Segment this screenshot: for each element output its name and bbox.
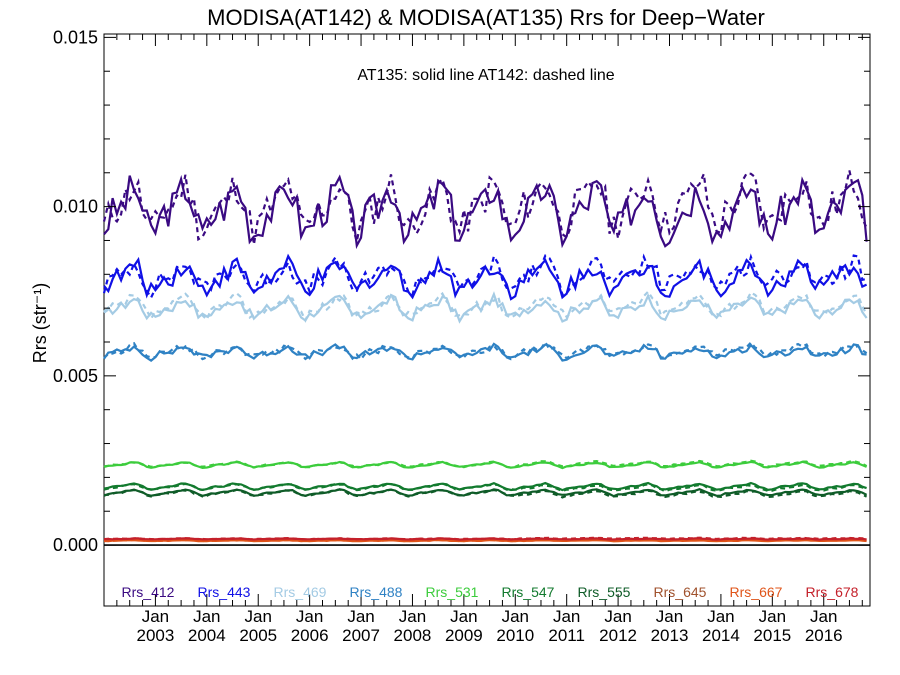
x-tick-year: 2009 <box>445 626 483 645</box>
x-tick-month: Jan <box>142 607 169 626</box>
x-tick-year: 2006 <box>291 626 329 645</box>
series-line-rrs-488-at142 <box>103 339 868 362</box>
x-tick-year: 2011 <box>548 626 585 645</box>
x-tick-year: 2014 <box>702 626 740 645</box>
legend-entry-rrs-645: Rrs_645 <box>654 584 707 600</box>
x-tick-month: Jan <box>810 607 837 626</box>
series-line-rrs-412-at142 <box>102 169 868 245</box>
x-tick-month: Jan <box>193 607 220 626</box>
legend: Rrs_412 Rrs_443 Rrs_469 Rrs_488 Rrs_531 Rrs_5… <box>122 584 859 600</box>
x-tick-year: 2016 <box>805 626 843 645</box>
series-line-rrs-547-at142 <box>103 482 868 493</box>
x-tick-year: 2003 <box>136 626 174 645</box>
x-tick-month: Jan <box>553 607 580 626</box>
y-tick-label: 0.010 <box>53 197 98 217</box>
series-line-rrs-667-at142 <box>103 538 867 543</box>
legend-entry-rrs-547: Rrs_547 <box>502 584 555 600</box>
legend-entry-rrs-412: Rrs_412 <box>122 584 175 600</box>
y-axis-label: Rrs (str⁻¹) <box>30 283 50 363</box>
series-group <box>102 169 868 543</box>
series-line-rrs-555-at135 <box>103 488 868 498</box>
x-tick-month: Jan <box>656 607 683 626</box>
x-tick-month: Jan <box>399 607 426 626</box>
series-line-rrs-469-at135 <box>103 291 868 324</box>
x-tick-year: 2013 <box>651 626 689 645</box>
legend-entry-rrs-667: Rrs_667 <box>730 584 783 600</box>
x-tick-month: Jan <box>296 607 323 626</box>
chart-annotation: AT135: solid line AT142: dashed line <box>357 67 614 84</box>
series-line-rrs-469-at142 <box>103 289 868 323</box>
y-tick-label: 0.015 <box>53 27 98 47</box>
x-tick-year: 2004 <box>188 626 226 645</box>
x-tick-year: 2010 <box>496 626 534 645</box>
legend-entry-rrs-469: Rrs_469 <box>274 584 327 600</box>
x-tick-year: 2008 <box>394 626 432 645</box>
plot-frame <box>103 33 871 607</box>
series-line-rrs-443-at142 <box>102 253 867 300</box>
x-tick-year: 2007 <box>342 626 380 645</box>
x-tick-month: Jan <box>502 607 529 626</box>
legend-entry-rrs-531: Rrs_531 <box>426 584 479 600</box>
legend-entry-rrs-678: Rrs_678 <box>806 584 859 600</box>
x-axis: Jan2003Jan2004Jan2005Jan2006Jan2007Jan20… <box>116 34 863 645</box>
x-tick-month: Jan <box>450 607 477 626</box>
x-tick-month: Jan <box>245 607 272 626</box>
series-line-rrs-547-at135 <box>103 481 867 492</box>
chart-title: MODISA(AT142) & MODISA(AT135) Rrs for De… <box>207 5 765 30</box>
series-line-rrs-531-at142 <box>103 459 868 469</box>
series-line-rrs-555-at142 <box>103 488 868 499</box>
x-tick-month: Jan <box>347 607 374 626</box>
x-tick-year: 2012 <box>599 626 637 645</box>
y-tick-label: 0.000 <box>53 535 98 555</box>
x-tick-month: Jan <box>604 607 631 626</box>
legend-entry-rrs-555: Rrs_555 <box>578 584 631 600</box>
series-line-rrs-678-at142 <box>103 536 867 541</box>
x-tick-month: Jan <box>707 607 734 626</box>
x-tick-year: 2015 <box>753 626 791 645</box>
y-tick-label: 0.005 <box>53 366 98 386</box>
x-tick-month: Jan <box>759 607 786 626</box>
x-tick-year: 2005 <box>239 626 277 645</box>
legend-entry-rrs-443: Rrs_443 <box>198 584 251 600</box>
legend-entry-rrs-488: Rrs_488 <box>350 584 403 600</box>
series-line-rrs-488-at135 <box>103 342 867 362</box>
y-axis: 0.000 0.005 0.010 0.015 <box>53 27 870 555</box>
